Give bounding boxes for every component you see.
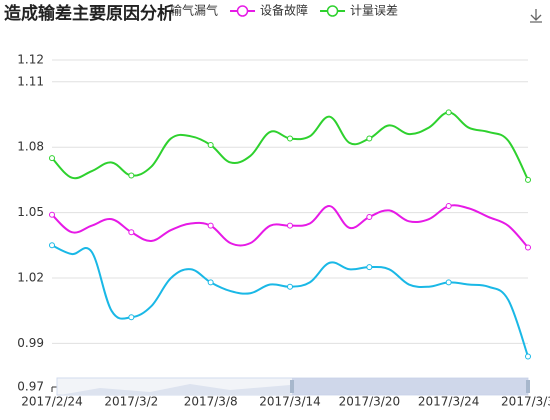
point	[287, 283, 293, 290]
legend-label: 输气漏气	[170, 3, 218, 18]
point	[525, 244, 531, 251]
y-tick-label: 1.11	[17, 74, 44, 88]
point	[445, 279, 452, 286]
y-tick-label: 1.05	[17, 205, 44, 219]
point	[207, 279, 214, 286]
download-icon[interactable]	[530, 9, 542, 23]
legend-label: 设备故障	[260, 3, 308, 18]
y-tick-label: 0.99	[17, 336, 44, 350]
legend-symbol	[326, 5, 339, 17]
y-tick-label: 1.12	[17, 53, 44, 67]
line-series	[51, 244, 529, 357]
point	[128, 229, 135, 236]
x-tick-label: 2017/3/24	[418, 395, 480, 409]
point	[525, 176, 531, 183]
point	[207, 222, 214, 229]
x-tick-label: 2017/3/14	[259, 395, 321, 409]
point	[366, 135, 373, 142]
chart-title: 造成输差主要原因分析	[4, 3, 174, 24]
y-tick-label: 1.02	[17, 271, 44, 285]
x-tick-label: 2017/3/2	[104, 395, 158, 409]
point	[366, 213, 373, 220]
line-series	[51, 111, 529, 181]
x-tick-label: 2017/3/3	[501, 395, 550, 409]
data-zoom[interactable]	[56, 377, 530, 396]
point	[445, 109, 452, 116]
legend-symbol	[236, 5, 249, 17]
y-tick-label: 0.97	[17, 380, 44, 394]
point	[49, 155, 55, 162]
point	[207, 142, 214, 149]
y-tick-label: 1.08	[17, 140, 44, 154]
x-tick-label: 2017/3/8	[184, 395, 238, 409]
point	[445, 203, 452, 210]
point	[366, 264, 373, 271]
legend-label: 计量误差	[350, 4, 398, 18]
x-tick-label: 2017/3/20	[339, 395, 401, 409]
point	[128, 314, 135, 321]
point	[128, 172, 135, 179]
title-bg	[0, 0, 168, 28]
point	[287, 222, 293, 229]
point	[287, 135, 293, 142]
point	[49, 211, 55, 218]
point	[49, 242, 55, 249]
point	[525, 353, 531, 360]
x-tick-label: 2017/2/24	[21, 395, 83, 409]
